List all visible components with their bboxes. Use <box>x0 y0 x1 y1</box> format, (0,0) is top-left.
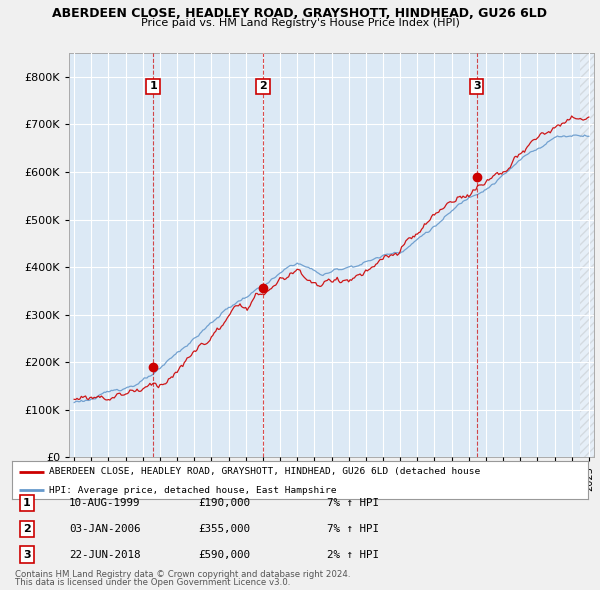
Text: Price paid vs. HM Land Registry's House Price Index (HPI): Price paid vs. HM Land Registry's House … <box>140 18 460 28</box>
Text: 3: 3 <box>23 550 31 559</box>
Text: 03-JAN-2006: 03-JAN-2006 <box>69 524 140 533</box>
Text: ABERDEEN CLOSE, HEADLEY ROAD, GRAYSHOTT, HINDHEAD, GU26 6LD: ABERDEEN CLOSE, HEADLEY ROAD, GRAYSHOTT,… <box>53 7 548 20</box>
Text: ABERDEEN CLOSE, HEADLEY ROAD, GRAYSHOTT, HINDHEAD, GU26 6LD (detached house: ABERDEEN CLOSE, HEADLEY ROAD, GRAYSHOTT,… <box>49 467 481 476</box>
Text: This data is licensed under the Open Government Licence v3.0.: This data is licensed under the Open Gov… <box>15 578 290 587</box>
Text: £190,000: £190,000 <box>198 498 250 507</box>
Text: HPI: Average price, detached house, East Hampshire: HPI: Average price, detached house, East… <box>49 486 337 495</box>
Text: £355,000: £355,000 <box>198 524 250 533</box>
Text: Contains HM Land Registry data © Crown copyright and database right 2024.: Contains HM Land Registry data © Crown c… <box>15 571 350 579</box>
Text: 2% ↑ HPI: 2% ↑ HPI <box>327 550 379 559</box>
Text: 1: 1 <box>23 498 31 507</box>
Text: 1: 1 <box>149 81 157 91</box>
Text: 7% ↑ HPI: 7% ↑ HPI <box>327 524 379 533</box>
Text: 2: 2 <box>23 524 31 533</box>
Text: 3: 3 <box>473 81 481 91</box>
Text: £590,000: £590,000 <box>198 550 250 559</box>
Text: 2: 2 <box>259 81 267 91</box>
Text: 7% ↑ HPI: 7% ↑ HPI <box>327 498 379 507</box>
Text: 10-AUG-1999: 10-AUG-1999 <box>69 498 140 507</box>
Text: 22-JUN-2018: 22-JUN-2018 <box>69 550 140 559</box>
Bar <box>580 53 594 457</box>
